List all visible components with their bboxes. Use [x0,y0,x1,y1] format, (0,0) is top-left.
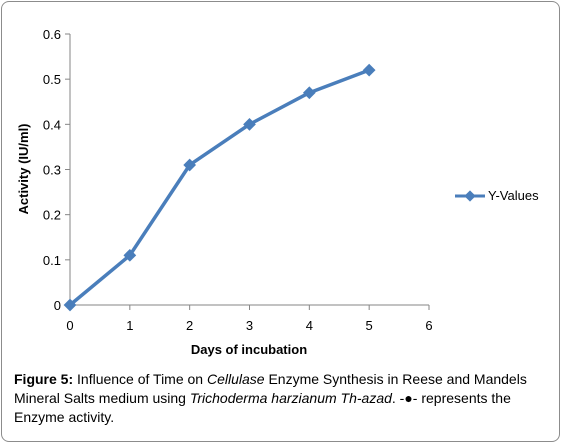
y-tick-label: 0.6 [43,27,61,42]
y-tick-label: 0.1 [43,253,61,268]
x-tick-label: 5 [366,318,373,333]
caption-italic-organism: Trichoderma harzianum Th-azad [189,390,392,406]
data-point-marker [243,117,256,131]
y-tick-label: 0 [54,298,61,313]
y-axis-label: Activity (IU/ml) [16,123,31,214]
data-point-marker [183,158,197,172]
x-tick-label: 6 [425,318,432,333]
x-tick-label: 0 [66,318,73,333]
caption-text: Influence of Time on [73,371,207,387]
y-tick-label: 0.4 [43,117,61,132]
chart-series [63,63,376,312]
x-tick-label: 2 [186,318,193,333]
chart-axes [69,34,429,306]
series-line [68,68,370,307]
data-point-marker [362,63,376,77]
data-point-marker [63,298,77,312]
chart-legend: Y-Values [455,188,539,203]
y-tick-label: 0.3 [43,163,61,178]
data-point-marker [302,86,316,100]
legend-label: Y-Values [488,188,539,203]
caption-label: Figure 5: [14,371,74,387]
x-axis-ticks: 0 1 2 3 4 5 6 [66,305,433,333]
x-tick-label: 3 [246,318,253,333]
x-tick-label: 4 [306,318,313,333]
x-tick-label: 1 [126,318,133,333]
x-axis-label: Days of incubation [191,342,307,357]
legend-marker [464,190,476,202]
caption-italic-enzyme: Cellulase [206,371,265,387]
figure-caption: Figure 5: Influence of Time on Cellulase… [14,370,549,427]
caption-text: . -●- represents the Enzyme activity. [14,390,511,425]
y-axis-ticks: 0 0.1 0.2 0.3 0.4 0.5 0.6 [43,27,70,313]
caption-text: Enzyme Synthesis in Reese and Mandels Mi… [14,371,527,406]
y-tick-label: 0.5 [43,72,61,87]
y-tick-label: 0.2 [43,208,61,223]
